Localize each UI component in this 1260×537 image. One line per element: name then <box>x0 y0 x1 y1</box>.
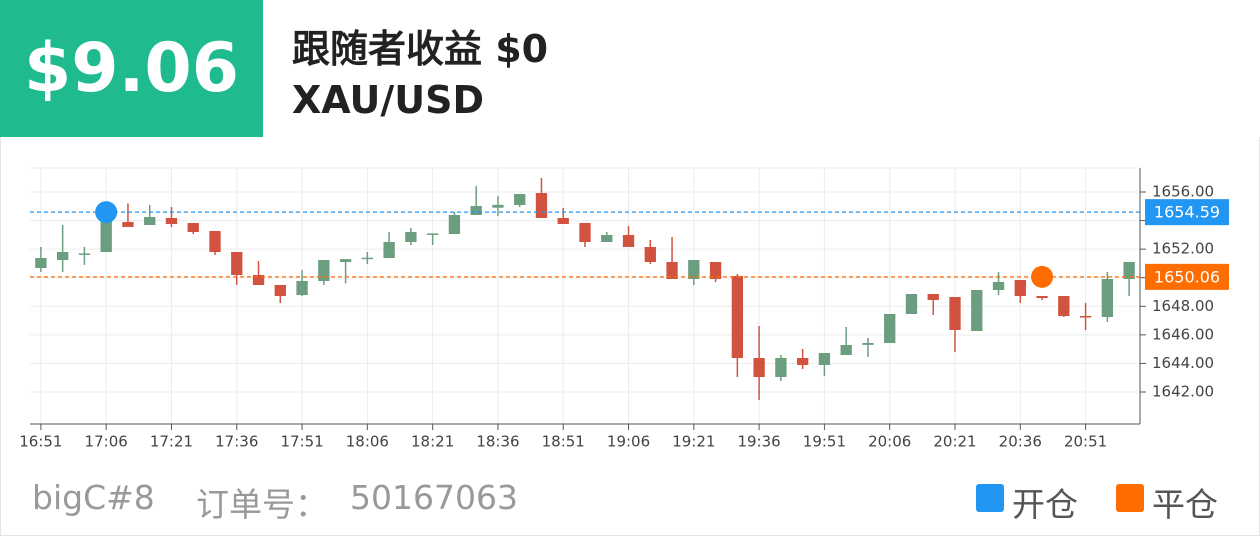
candle-body <box>187 223 199 232</box>
candle-body <box>1014 280 1026 296</box>
price-tag <box>1145 199 1229 226</box>
candle-body <box>78 253 91 255</box>
x-tick-label: 20:06 <box>868 433 911 451</box>
candle-body <box>448 215 461 234</box>
candle-body <box>840 345 852 355</box>
candle-body <box>535 193 548 218</box>
x-tick-label: 19:21 <box>672 433 715 451</box>
x-tick-label: 18:21 <box>411 433 454 451</box>
candle-body <box>426 233 439 235</box>
candle-body <box>818 353 831 365</box>
candle-body <box>35 258 47 268</box>
candle-body <box>949 297 961 330</box>
x-tick-label: 20:51 <box>1064 433 1107 451</box>
symbol: XAU/USD <box>292 78 485 122</box>
candle-body <box>100 214 112 252</box>
y-tick-label: 1646.00 <box>1152 325 1214 343</box>
candle-body <box>514 194 526 205</box>
x-tick-label: 17:51 <box>280 433 323 451</box>
legend-label: 开仓 <box>1012 485 1078 524</box>
candle-body <box>796 358 809 365</box>
candle-body <box>209 231 221 252</box>
candle-body <box>862 343 874 345</box>
y-tick-label: 1656.00 <box>1152 183 1214 201</box>
account: bigC#8 <box>32 478 155 517</box>
trade-marker <box>1031 265 1054 288</box>
candle-body <box>884 314 896 343</box>
candle-body <box>971 290 983 331</box>
candle-body <box>361 257 374 260</box>
y-tick-label: 1642.00 <box>1152 383 1214 401</box>
y-tick-label: 1648.00 <box>1152 297 1214 315</box>
candle-body <box>144 217 156 225</box>
order-number: 50167063 <box>350 478 518 517</box>
candle-body <box>579 223 591 242</box>
y-tick-label: 1652.00 <box>1152 240 1214 258</box>
candle-body <box>1123 262 1135 279</box>
candle-body <box>557 218 569 224</box>
x-tick-label: 19:51 <box>803 433 846 451</box>
x-tick-label: 16:51 <box>19 433 62 451</box>
x-tick-label: 18:06 <box>346 433 389 451</box>
x-tick-label: 17:21 <box>150 433 193 451</box>
candle-body <box>470 206 482 215</box>
candle-body <box>1079 316 1092 318</box>
x-tick-label: 20:21 <box>933 433 976 451</box>
candle-body <box>1036 296 1048 298</box>
follower-profit: 跟随者收益 $0 <box>292 27 549 71</box>
x-tick-label: 19:06 <box>607 433 650 451</box>
candle-body <box>709 262 722 279</box>
x-tick-label: 17:36 <box>215 433 258 451</box>
price-tag <box>1145 263 1229 290</box>
candle-body <box>339 259 352 262</box>
candle-body <box>492 204 504 208</box>
candle-body <box>252 275 265 285</box>
candle-body <box>274 285 286 296</box>
candle-body <box>775 358 787 377</box>
candle-body <box>318 260 330 281</box>
trade-marker <box>95 201 118 224</box>
candle-body <box>405 232 417 242</box>
candle-body <box>165 218 178 224</box>
candle-body <box>622 235 635 247</box>
x-tick-label: 18:36 <box>476 433 519 451</box>
legend-swatch <box>976 484 1004 512</box>
candle-body <box>753 358 765 377</box>
profit-badge: $9.06 <box>0 0 263 137</box>
legend-label: 平仓 <box>1152 485 1218 524</box>
candle-body <box>296 281 308 295</box>
candle-body <box>927 294 939 300</box>
legend-swatch <box>1116 484 1144 512</box>
candle-body <box>731 276 744 358</box>
candle-body <box>122 222 134 227</box>
candle-body <box>644 247 656 262</box>
candle-body <box>601 235 613 242</box>
candle-body <box>666 262 678 279</box>
price-tag-label: 1654.59 <box>1154 203 1220 222</box>
x-tick-label: 17:06 <box>85 433 128 451</box>
y-tick-label: 1644.00 <box>1152 354 1214 372</box>
candle-body <box>1101 279 1114 317</box>
x-tick-label: 19:36 <box>738 433 781 451</box>
x-tick-label: 20:36 <box>999 433 1042 451</box>
candle-body <box>688 260 700 279</box>
order-label: 订单号： <box>196 485 328 524</box>
candle-body <box>1058 296 1070 316</box>
candle-body <box>905 294 918 314</box>
candle-body <box>56 252 69 260</box>
candle-body <box>992 282 1005 290</box>
candle-body <box>383 242 395 258</box>
x-tick-label: 18:51 <box>542 433 585 451</box>
price-tag-label: 1650.06 <box>1154 267 1220 286</box>
candle-body <box>231 252 243 275</box>
